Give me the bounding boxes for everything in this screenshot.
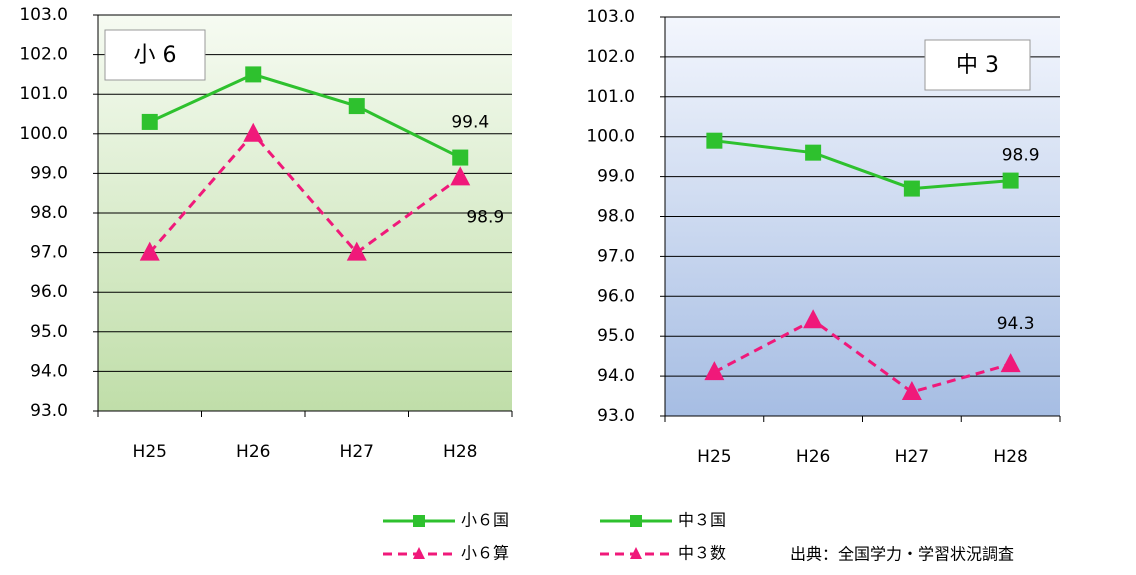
- legend-marker: [413, 515, 425, 527]
- y-tick-label: 102.0: [19, 45, 68, 65]
- y-tick-label: 96.0: [30, 282, 68, 302]
- marker: [1000, 353, 1021, 373]
- marker: [141, 113, 158, 130]
- x-tick-label: H27: [340, 442, 374, 462]
- y-tick-label: 99.0: [30, 163, 68, 183]
- marker: [346, 241, 367, 261]
- y-tick-label: 101.0: [586, 87, 635, 107]
- chart-label: 中 3: [956, 53, 999, 78]
- marker: [704, 361, 725, 381]
- legend-marker: [413, 547, 425, 559]
- y-tick-label: 94.0: [30, 361, 68, 381]
- marker: [903, 180, 920, 197]
- marker: [452, 149, 469, 166]
- x-tick-label: H28: [993, 447, 1027, 467]
- series-line: [713, 318, 1012, 394]
- y-tick-label: 103.0: [19, 5, 68, 25]
- legend-label: 小６国: [461, 511, 509, 530]
- x-tick-label: H25: [133, 442, 167, 462]
- data-label: 94.3: [997, 314, 1035, 334]
- marker: [245, 66, 262, 83]
- y-tick-label: 103.0: [586, 7, 635, 27]
- marker: [348, 98, 365, 115]
- y-tick-label: 100.0: [19, 124, 68, 144]
- legend-label: 小６算: [461, 544, 509, 563]
- chart-label: 小 6: [134, 43, 177, 68]
- data-label: 99.4: [451, 113, 489, 133]
- series-line: [714, 139, 1011, 191]
- legend-label: 中３国: [678, 511, 726, 530]
- y-tick-label: 101.0: [19, 84, 68, 104]
- y-tick-label: 95.0: [30, 322, 68, 342]
- legend-marker: [630, 547, 642, 559]
- marker: [805, 144, 822, 161]
- data-label: 98.9: [1002, 146, 1040, 166]
- y-tick-label: 93.0: [30, 401, 68, 421]
- y-tick-label: 95.0: [597, 326, 635, 346]
- legend-label: 中３数: [678, 544, 726, 563]
- x-tick-label: H26: [236, 442, 270, 462]
- marker: [139, 241, 160, 261]
- marker: [1002, 172, 1019, 189]
- label-box: [104, 29, 206, 81]
- data-label: 98.9: [466, 207, 504, 227]
- y-tick-label: 98.0: [597, 207, 635, 227]
- y-tick-label: 94.0: [597, 366, 635, 386]
- x-tick-label: H26: [796, 447, 830, 467]
- y-tick-label: 97.0: [30, 243, 68, 263]
- x-tick-label: H28: [443, 442, 477, 462]
- marker: [901, 381, 922, 401]
- y-tick-label: 102.0: [586, 47, 635, 67]
- series-line: [149, 72, 461, 159]
- series-line: [148, 131, 462, 255]
- label-box: [924, 39, 1031, 91]
- y-tick-label: 96.0: [597, 286, 635, 306]
- x-tick-label: H27: [895, 447, 929, 467]
- y-tick-label: 99.0: [597, 167, 635, 187]
- y-tick-label: 100.0: [586, 127, 635, 147]
- y-tick-label: 97.0: [597, 246, 635, 266]
- marker: [706, 132, 723, 149]
- y-tick-label: 93.0: [597, 406, 635, 426]
- marker: [243, 122, 264, 142]
- x-tick-label: H25: [697, 447, 731, 467]
- y-tick-label: 98.0: [30, 203, 68, 223]
- source: 出典：全国学力・学習状況調査: [790, 545, 1014, 564]
- legend-marker: [630, 515, 642, 527]
- marker: [803, 309, 824, 329]
- marker: [450, 166, 471, 186]
